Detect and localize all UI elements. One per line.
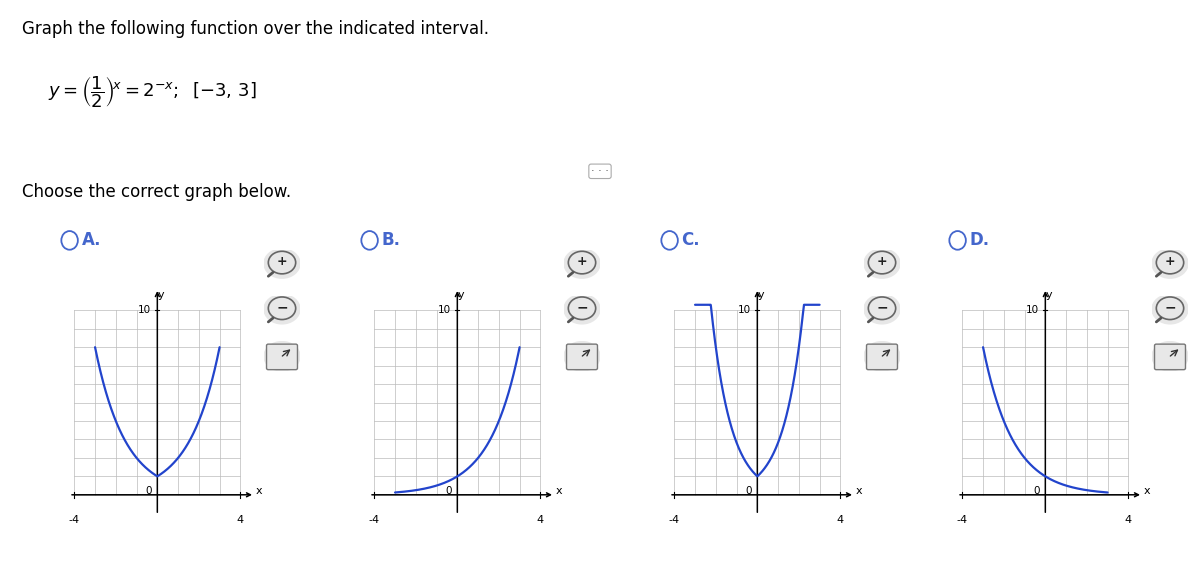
- Text: B.: B.: [382, 231, 401, 250]
- Text: −: −: [876, 301, 888, 315]
- Text: x: x: [1144, 486, 1150, 496]
- Text: x: x: [256, 486, 262, 496]
- Circle shape: [863, 248, 901, 279]
- Circle shape: [269, 251, 295, 274]
- Text: -4: -4: [368, 515, 380, 525]
- Text: −: −: [276, 301, 288, 315]
- Text: -4: -4: [956, 515, 968, 525]
- Text: C.: C.: [682, 231, 701, 250]
- Circle shape: [269, 297, 295, 320]
- Text: · · ·: · · ·: [592, 166, 608, 176]
- Text: +: +: [277, 255, 287, 268]
- Text: $y = \left(\dfrac{1}{2}\right)^{\!x} = 2^{-x};\;\; [-3,\,3]$: $y = \left(\dfrac{1}{2}\right)^{\!x} = 2…: [48, 74, 257, 110]
- Text: y: y: [157, 290, 164, 300]
- Circle shape: [1151, 248, 1189, 279]
- Text: A.: A.: [82, 231, 101, 250]
- Circle shape: [569, 251, 595, 274]
- Text: Graph the following function over the indicated interval.: Graph the following function over the in…: [22, 20, 488, 38]
- Text: 0: 0: [745, 486, 751, 496]
- Circle shape: [263, 293, 301, 324]
- Text: y: y: [757, 290, 764, 300]
- Circle shape: [563, 293, 601, 324]
- FancyBboxPatch shape: [1154, 344, 1186, 369]
- Text: D.: D.: [970, 231, 990, 250]
- Text: y: y: [457, 290, 464, 300]
- Text: +: +: [877, 255, 887, 268]
- Text: 10: 10: [138, 305, 151, 315]
- Text: +: +: [577, 255, 587, 268]
- Text: -4: -4: [68, 515, 80, 525]
- Circle shape: [1157, 297, 1183, 320]
- Circle shape: [869, 297, 895, 320]
- Circle shape: [563, 248, 601, 279]
- Circle shape: [1157, 251, 1183, 274]
- Text: y: y: [1045, 290, 1052, 300]
- Circle shape: [1151, 293, 1189, 324]
- Text: -4: -4: [668, 515, 680, 525]
- Circle shape: [263, 248, 301, 279]
- Text: −: −: [1164, 301, 1176, 315]
- Circle shape: [1151, 341, 1189, 372]
- Text: Choose the correct graph below.: Choose the correct graph below.: [22, 183, 290, 201]
- Text: 4: 4: [236, 515, 244, 525]
- Circle shape: [863, 293, 901, 324]
- Text: 0: 0: [445, 486, 451, 496]
- Text: x: x: [856, 486, 862, 496]
- Text: +: +: [1165, 255, 1175, 268]
- Text: −: −: [576, 301, 588, 315]
- Text: 4: 4: [1124, 515, 1132, 525]
- FancyBboxPatch shape: [566, 344, 598, 369]
- Circle shape: [569, 297, 595, 320]
- Circle shape: [869, 251, 895, 274]
- Text: 0: 0: [145, 486, 151, 496]
- Circle shape: [563, 341, 601, 372]
- Text: 0: 0: [1033, 486, 1039, 496]
- Circle shape: [263, 341, 301, 372]
- Text: 10: 10: [1026, 305, 1039, 315]
- Text: x: x: [556, 486, 562, 496]
- Text: 10: 10: [738, 305, 751, 315]
- FancyBboxPatch shape: [266, 344, 298, 369]
- FancyBboxPatch shape: [866, 344, 898, 369]
- Circle shape: [863, 341, 901, 372]
- Text: 10: 10: [438, 305, 451, 315]
- Text: 4: 4: [536, 515, 544, 525]
- Text: 4: 4: [836, 515, 844, 525]
